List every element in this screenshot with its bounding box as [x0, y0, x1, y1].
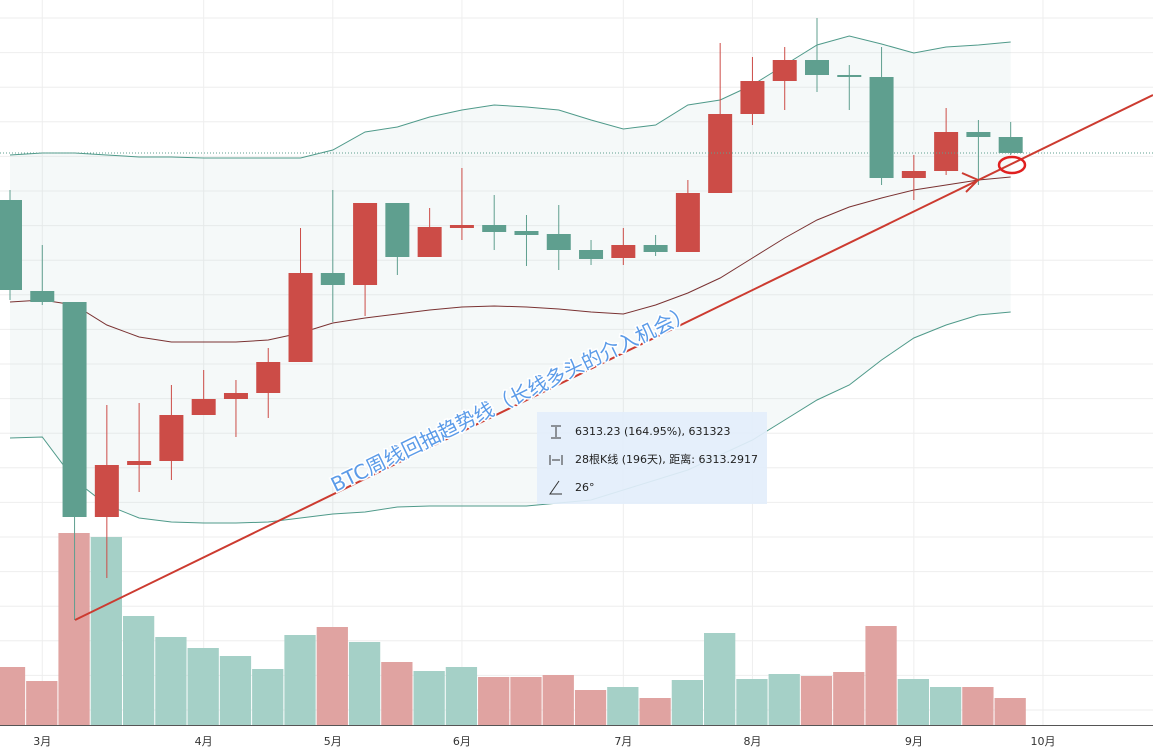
tooltip: 6313.23 (164.95%), 631323 28根K线 (196天), …	[537, 412, 767, 504]
candle-body	[288, 273, 313, 362]
volume-bar	[122, 616, 155, 725]
candle-body	[869, 77, 894, 178]
x-tick-label: 7月	[614, 735, 632, 748]
volume-bar	[316, 627, 348, 725]
candle-body	[546, 234, 571, 250]
x-axis-labels: 3月 4月 5月 6月 7月 8月 9月 10月	[33, 735, 1055, 748]
candle-body	[772, 60, 797, 81]
candle-body	[320, 273, 345, 285]
candle-body	[611, 245, 636, 258]
candle-body	[966, 132, 991, 137]
band-line	[9, 311, 1011, 524]
tooltip-box	[537, 412, 767, 504]
x-tick-label: 8月	[743, 735, 761, 748]
volume-bar	[962, 687, 994, 725]
band-fill	[10, 36, 1011, 523]
volume-bar	[704, 633, 736, 725]
x-tick-label: 4月	[195, 735, 213, 748]
candle-body	[30, 291, 55, 302]
candle-body	[191, 399, 216, 415]
tooltip-text: 28根K线 (196天), 距离: 6313.2917	[575, 452, 758, 466]
candle-body	[449, 225, 474, 228]
tooltip-text: 6313.23 (164.95%), 631323	[575, 425, 731, 438]
candle-body	[675, 193, 700, 252]
x-tick-label: 6月	[453, 735, 471, 748]
candle-body	[256, 362, 281, 393]
candle-body	[740, 81, 765, 114]
candle-body	[62, 302, 87, 517]
candle-body	[127, 461, 152, 465]
volume-bar	[800, 676, 833, 725]
candle-body	[159, 415, 184, 461]
candle-body	[934, 132, 959, 171]
volume-bar	[252, 669, 284, 725]
x-tick-label: 10月	[1030, 735, 1055, 748]
candle-body	[514, 231, 539, 235]
tooltip-text: 26°	[575, 481, 595, 494]
volume	[0, 533, 1026, 725]
candle-body	[0, 200, 22, 290]
volume-bar	[897, 679, 929, 725]
volume-bar	[768, 674, 800, 725]
candle-body	[223, 393, 248, 399]
volume-bar	[542, 675, 574, 725]
highlight-circle	[997, 155, 1027, 175]
candle-body	[94, 465, 119, 517]
x-tick-label: 3月	[33, 735, 51, 748]
volume-bar	[219, 656, 252, 725]
candle-body	[417, 227, 442, 257]
volume-bar	[187, 648, 219, 725]
volume-bar	[413, 671, 445, 725]
candle-body	[643, 245, 668, 252]
volume-bar	[445, 667, 478, 725]
candle-body	[805, 60, 829, 75]
candles	[0, 18, 1023, 620]
volume-bar	[155, 637, 187, 725]
band-line	[9, 35, 1011, 159]
candle-body	[837, 75, 862, 77]
arrow-head	[961, 172, 980, 193]
volume-bar	[736, 679, 768, 725]
band-line	[9, 176, 1011, 343]
x-tick-label: 5月	[324, 735, 342, 748]
volume-bar	[865, 626, 897, 725]
volume-bar	[833, 672, 865, 725]
candle-body	[901, 171, 926, 178]
candle-body	[385, 203, 410, 257]
volume-bar	[929, 687, 962, 725]
candle-body	[998, 137, 1023, 153]
volume-bar	[284, 635, 316, 725]
volume-bar	[994, 698, 1026, 725]
candle-body	[353, 203, 378, 285]
bands	[9, 35, 1011, 524]
x-tick-label: 9月	[905, 735, 923, 748]
volume-bar	[607, 687, 639, 725]
candle-body	[482, 225, 507, 232]
tooltip-icons	[549, 425, 563, 495]
volume-bar	[348, 642, 381, 725]
volume-bar	[510, 677, 542, 725]
volume-bar	[26, 681, 58, 725]
volume-bar	[381, 662, 413, 725]
volume-bar	[574, 690, 607, 725]
volume-bar	[0, 667, 26, 725]
candle-body	[579, 250, 604, 259]
volume-bar	[639, 698, 671, 725]
volume-bar	[671, 680, 704, 725]
volume-bar	[478, 677, 510, 725]
trend-line	[74, 94, 1153, 621]
